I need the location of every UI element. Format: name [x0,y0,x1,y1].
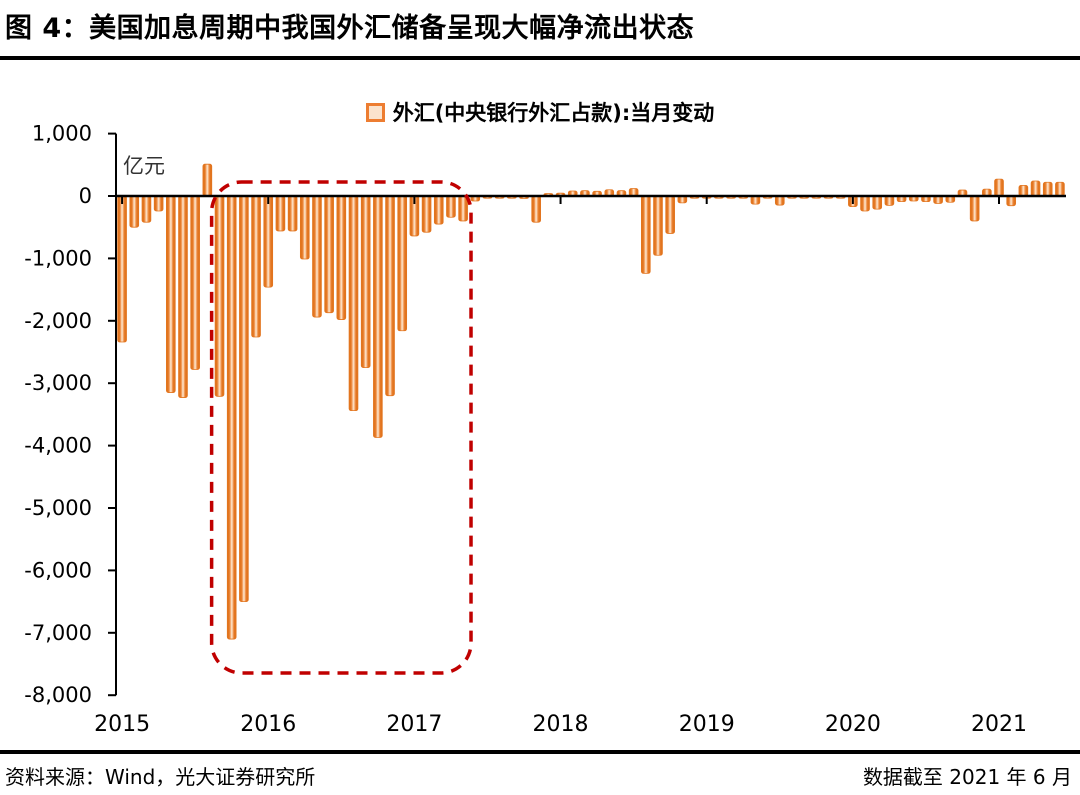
x-tick-label: 2016 [240,712,296,737]
bar [336,195,347,320]
bar [214,195,225,397]
figure-title: 图 4：美国加息周期中我国外汇储备呈现大幅净流出状态 [5,13,695,44]
bar [153,195,164,212]
bar [263,195,274,288]
y-tick-label: -1,000 [24,246,92,270]
bar [1055,181,1065,197]
bar [884,195,895,206]
bar [872,195,883,210]
y-tick-label: -4,000 [24,434,92,458]
bar [117,195,127,343]
bar [287,195,298,232]
bar [141,195,152,223]
bar [202,163,213,197]
bar [360,195,371,369]
x-tick-label: 2020 [825,712,881,737]
bar [860,195,870,212]
bar-chart: 1,000 0 -1,000 -2,000 -3,000 -4,000 -5,000 -6,0… [24,122,1066,737]
chart-legend: 外汇(中央银行外汇占款):当月变动 [0,97,1080,127]
bar [641,195,651,274]
y-tick-label: -2,000 [24,309,92,333]
y-tick-label: -6,000 [24,558,92,582]
bar [994,178,1004,197]
bar [665,195,675,234]
bar [239,195,249,603]
legend-label: 外汇(中央银行外汇占款):当月变动 [392,101,715,125]
bar [251,195,261,338]
bar [166,195,176,393]
y-tick-label: -5,000 [24,496,92,520]
x-tick-label: 2021 [971,712,1027,737]
bar [397,195,408,332]
x-tick-label: 2017 [386,712,442,737]
y-tick-label: 0 [79,184,92,208]
bar [348,195,359,412]
footer-divider [0,750,1080,754]
data-cutoff-note: 数据截至 2021 年 6 月 [862,765,1072,789]
highlight-box [209,180,473,675]
bar [129,195,140,228]
x-tick-label: 2019 [679,712,735,737]
bar [531,195,541,223]
bar [373,195,383,438]
title-divider [0,56,1080,60]
bar [275,195,286,232]
y-tick-label: -7,000 [24,621,92,645]
bar [385,195,395,397]
bar [178,195,188,398]
bar [324,195,334,314]
bar [446,195,456,218]
y-axis-unit-label: 亿元 [123,154,165,178]
bar [226,195,237,640]
y-tick-label: 1,000 [32,122,92,146]
y-tick-label: -3,000 [24,371,92,395]
bar [774,195,785,206]
legend-square-icon [365,102,385,122]
y-tick-label: -8,000 [24,683,92,707]
bar [969,195,980,222]
bar [299,195,310,260]
bar [653,195,663,256]
bar [1030,180,1041,197]
bar [312,195,322,318]
x-tick-label: 2015 [94,712,150,737]
x-tick-label: 2018 [533,712,589,737]
bar [190,195,200,370]
bar [1042,181,1053,197]
source-note: 资料来源：Wind，光大证券研究所 [5,765,316,789]
bar [458,195,468,222]
bar [1018,184,1029,197]
bar [421,195,432,233]
bar [1006,195,1016,207]
bar [433,195,444,225]
